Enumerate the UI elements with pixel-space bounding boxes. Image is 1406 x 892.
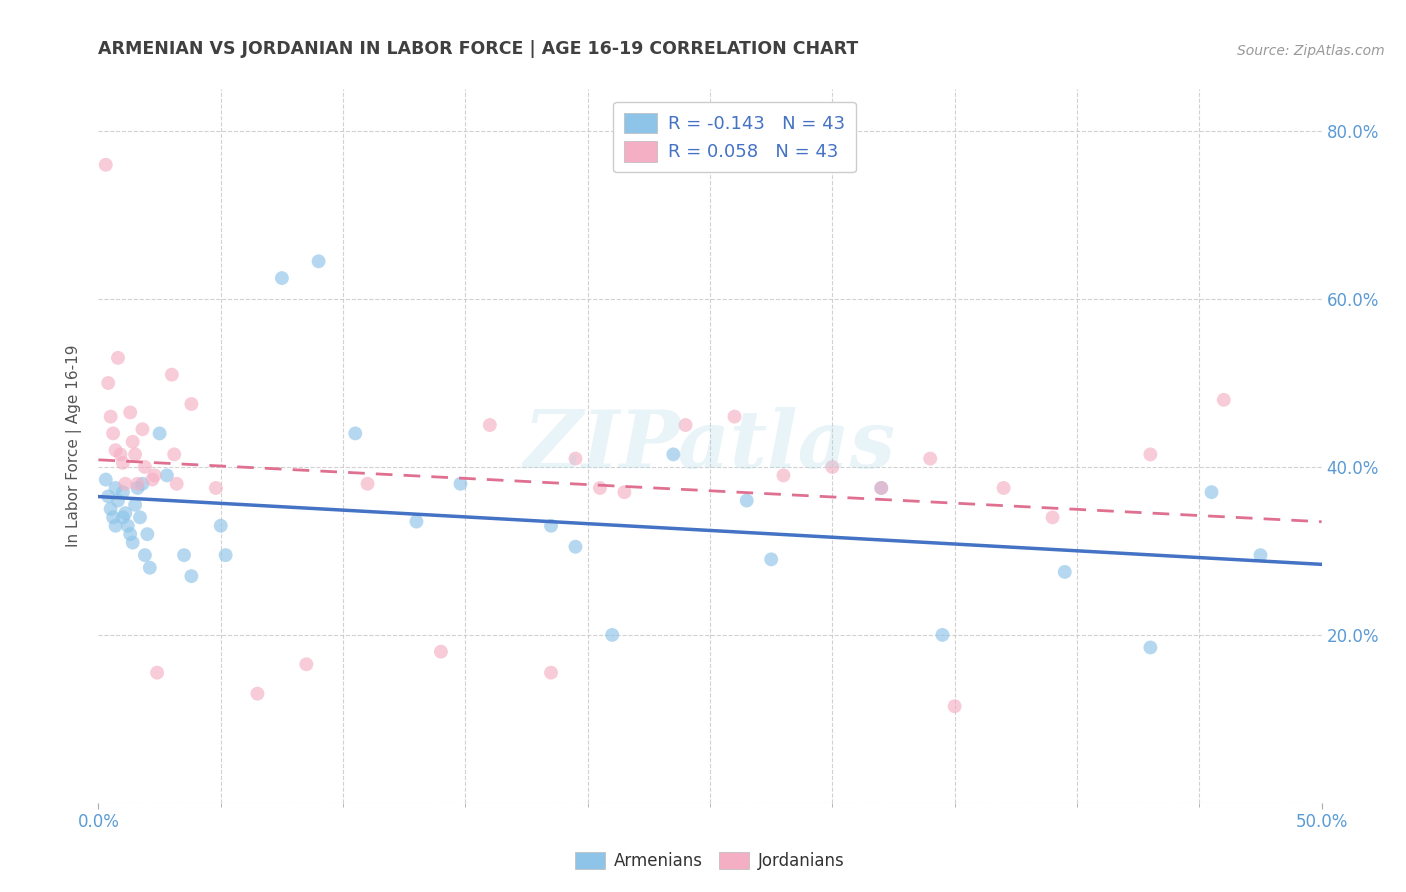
Point (540, 518, 562, 533)
Point (173, 548, 195, 562)
Point (180, 397, 202, 411)
Point (97, 376, 120, 390)
Point (131, 476, 153, 491)
Point (136, 527, 159, 541)
Point (1212, 392, 1234, 407)
Point (141, 473, 163, 487)
Point (356, 476, 378, 491)
Point (101, 426, 124, 441)
Point (111, 510, 134, 524)
Point (675, 417, 697, 432)
Point (120, 527, 142, 541)
Y-axis label: In Labor Force | Age 16-19: In Labor Force | Age 16-19 (66, 344, 83, 548)
Point (430, 645, 453, 659)
Point (121, 434, 143, 449)
Point (129, 510, 152, 524)
Point (160, 368, 183, 382)
Point (120, 405, 142, 419)
Point (735, 493, 758, 508)
Point (1201, 485, 1223, 500)
Point (111, 485, 134, 500)
Point (104, 481, 127, 495)
Point (117, 518, 139, 533)
Point (1139, 447, 1161, 461)
Point (149, 426, 172, 441)
Point (114, 476, 136, 491)
Point (478, 417, 501, 432)
Point (209, 518, 232, 533)
Point (180, 569, 202, 583)
Point (662, 447, 685, 461)
Point (156, 468, 179, 483)
Point (723, 409, 745, 424)
Text: ZIPatlas: ZIPatlas (524, 408, 896, 484)
Point (270, 271, 294, 285)
Point (564, 451, 586, 466)
Point (124, 447, 146, 461)
Point (931, 628, 953, 642)
Point (1139, 640, 1161, 655)
Point (100, 502, 122, 516)
Point (600, 628, 623, 642)
Point (101, 510, 124, 524)
Point (344, 426, 367, 441)
Point (308, 254, 330, 268)
Point (772, 468, 794, 483)
Point (114, 506, 136, 520)
Point (214, 548, 236, 562)
Point (870, 481, 893, 495)
Point (139, 560, 162, 574)
Point (920, 451, 942, 466)
Point (870, 481, 893, 495)
Point (121, 535, 143, 549)
Point (993, 481, 1015, 495)
Point (405, 515, 427, 529)
Point (124, 498, 146, 512)
Point (1042, 510, 1064, 524)
Point (295, 657, 318, 672)
Point (94, 473, 117, 487)
Point (127, 476, 149, 491)
Point (1053, 565, 1076, 579)
Text: Source: ZipAtlas.com: Source: ZipAtlas.com (1237, 44, 1385, 58)
Point (246, 687, 269, 701)
Point (110, 447, 132, 461)
Point (613, 485, 636, 500)
Point (540, 665, 562, 680)
Point (205, 481, 228, 495)
Point (104, 443, 127, 458)
Point (761, 552, 783, 566)
Point (104, 518, 127, 533)
Text: ARMENIAN VS JORDANIAN IN LABOR FORCE | AGE 16-19 CORRELATION CHART: ARMENIAN VS JORDANIAN IN LABOR FORCE | A… (98, 40, 859, 58)
Point (564, 540, 586, 554)
Point (163, 447, 186, 461)
Point (127, 481, 149, 495)
Point (1249, 548, 1271, 562)
Point (97, 489, 120, 503)
Point (111, 456, 134, 470)
Point (143, 468, 166, 483)
Point (94, 158, 117, 172)
Point (589, 481, 612, 495)
Point (821, 460, 844, 475)
Point (166, 476, 188, 491)
Point (134, 548, 156, 562)
Point (100, 409, 122, 424)
Point (134, 460, 156, 475)
Point (943, 699, 966, 714)
Point (107, 351, 129, 365)
Point (146, 665, 169, 680)
Point (107, 493, 129, 508)
Point (131, 422, 153, 436)
Legend: Armenians, Jordanians: Armenians, Jordanians (569, 845, 851, 877)
Point (450, 476, 472, 491)
